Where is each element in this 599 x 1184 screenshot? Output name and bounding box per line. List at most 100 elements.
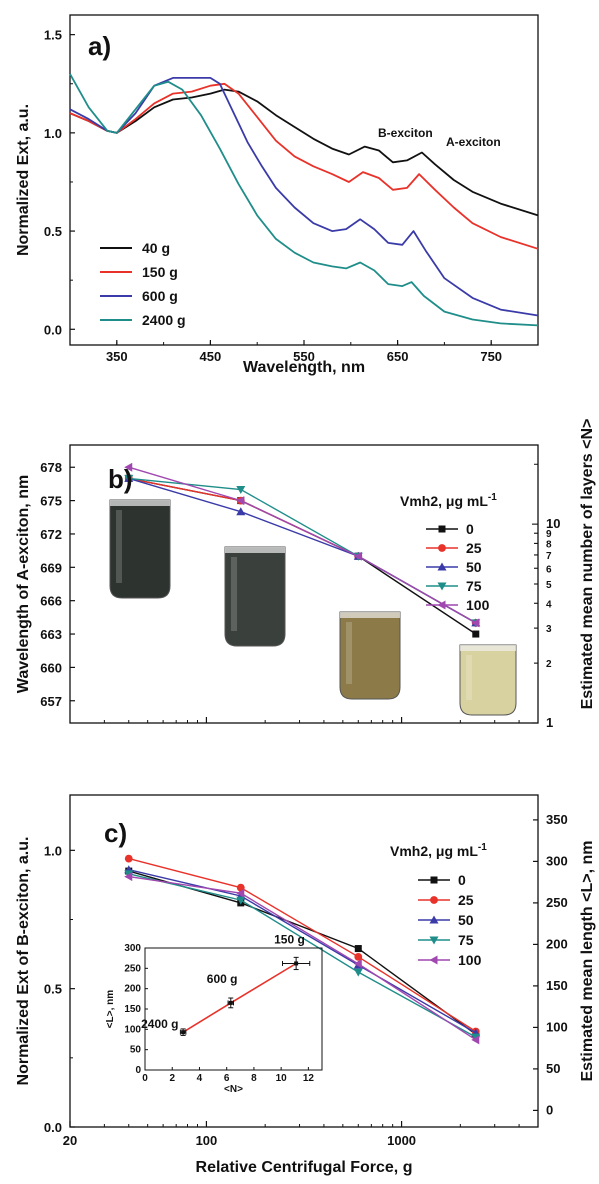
data-point [236,507,246,516]
series-line-3 [69,73,539,327]
legend-label: 150 g [142,264,178,280]
right-axis-tick-label: 6 [546,564,552,575]
b-exciton-annotation: B-exciton [378,126,433,140]
series-line-1 [69,82,539,250]
y-tick-label: 1.0 [44,843,62,858]
y-tick-label: 1.0 [44,126,62,141]
right-axis-tick-label: 10 [546,516,560,531]
inset-data-point [294,961,299,966]
panel-b-legend: Vmh2, μg mL-1 0 25 50 75 100 [400,492,497,613]
inset-data-point [181,1030,186,1035]
y-tick-label: 0.0 [44,322,62,337]
data-point [124,462,133,472]
x-tick-label: 350 [106,349,128,364]
legend-marker [430,876,438,884]
inset-x-tick-label: 10 [276,1073,288,1084]
inset-y-tick-label: 200 [124,984,141,995]
panel-c-right-axis-label: Estimated mean length <L>, nm [579,841,596,1082]
data-point [353,551,362,561]
data-point [124,872,133,882]
x-tick-label: 100 [196,1133,218,1148]
inset-chart: 0 2 4 6 8 10 12 0 50 100 150 200 250 300 <N> <L>, nm 240… [105,932,323,1095]
right-axis-tick-label: 350 [546,812,568,827]
data-point [236,896,246,905]
panel-b-right-axis-label: Estimated mean number of layers <N> [579,419,596,710]
y-tick-label: 657 [40,694,62,709]
right-axis-tick-label: 5 [546,580,552,591]
y-tick-label: 663 [40,627,62,642]
legend-marker [429,936,439,945]
x-tick-label: 750 [480,349,502,364]
right-axis-tick-label: 200 [546,936,568,951]
legend-marker [429,915,439,924]
y-tick-label: 1.5 [44,28,62,43]
legend-marker [430,896,438,904]
panel-a-x-axis-label: Wavelength, nm [243,359,365,376]
right-axis-tick-label: 250 [546,895,568,910]
inset-y-tick-label: 50 [130,1045,142,1056]
a-exciton-annotation: A-exciton [446,135,501,149]
inset-x-tick-label: 6 [224,1073,230,1084]
right-axis-tick-label: 1 [546,715,553,730]
panel-a: 350 450 550 650 750 0.0 0.5 1.0 1.5 a) B-exciton… [15,14,539,376]
inset-y-tick-label: 100 [124,1024,141,1035]
inset-x-tick-label: 12 [303,1073,315,1084]
legend-label: 0 [458,872,466,888]
panel-c-y-axis-label: Normalized Ext of B-exciton, a.u. [15,837,32,1086]
y-tick-label: 678 [40,460,62,475]
x-tick-label: 20 [63,1133,77,1148]
right-axis-tick-label: 3 [546,624,552,635]
y-tick-label: 675 [40,494,62,509]
legend-label: 40 g [142,240,170,256]
inset-y-tick-label: 150 [124,1004,141,1015]
right-axis-tick-label: 2 [546,659,552,670]
series-line-0 [128,870,477,1035]
inset-point-label: 150 g [274,932,305,946]
y-tick-label: 666 [40,594,62,609]
x-tick-label: 550 [293,349,315,364]
x-tick-label: 450 [200,349,222,364]
series-line-4 [128,875,477,1041]
inset-x-axis-label: <N> [224,1084,243,1095]
legend-label: 2400 g [142,312,186,328]
data-point [124,854,133,863]
panel-a-label: a) [88,31,111,61]
right-axis-tick-label: 50 [546,1061,560,1076]
inset-point-label: 2400 g [141,1017,178,1031]
y-tick-label: 0.0 [44,1120,62,1135]
data-point [124,474,134,483]
right-axis-tick-label: 150 [546,978,568,993]
data-point [354,952,363,961]
inset-point-label: 600 g [207,972,238,986]
legend-label: 75 [466,578,482,594]
vial-photo [224,546,286,647]
inset-x-tick-label: 2 [169,1073,175,1084]
inset-x-tick-label: 4 [197,1073,203,1084]
y-tick-label: 669 [40,560,62,575]
y-tick-label: 660 [40,660,62,675]
series-line-2 [128,869,477,1034]
legend-label: 25 [466,540,482,556]
y-tick-label: 672 [40,527,62,542]
inset-fit-line [182,962,297,1033]
series-line-0 [69,88,539,217]
x-tick-label: 1000 [387,1133,416,1148]
legend-label: 600 g [142,288,178,304]
panel-b-label: b) [108,464,133,494]
data-point [353,959,362,969]
legend-marker [437,562,447,571]
legend-label: 0 [466,521,474,537]
right-axis-tick-label: 7 [546,551,552,562]
inset-x-tick-label: 8 [251,1073,257,1084]
panel-c-label: c) [104,818,127,848]
right-axis-tick-label: 8 [546,539,552,550]
data-point [236,496,245,506]
legend-marker [437,582,447,591]
inset-y-tick-label: 250 [124,963,141,974]
right-axis-tick-label: 4 [546,599,552,610]
legend-label: 100 [458,952,482,968]
data-point [471,1035,480,1045]
data-point [471,618,480,628]
data-point [353,968,363,977]
